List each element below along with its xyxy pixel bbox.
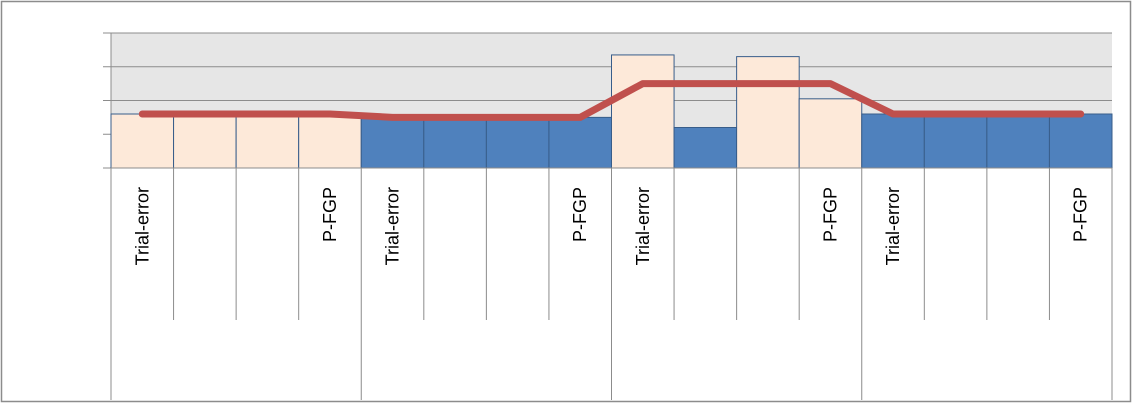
bar: [548, 116, 612, 169]
plot-layer: Trial-error P-FGP Trial-error P-FGP Trial-er…: [103, 32, 1113, 400]
x-tick-label: P-FGP: [570, 187, 590, 242]
x-tick-label: Trial-error: [132, 187, 152, 265]
x-tick-label: Trial-error: [383, 187, 403, 265]
bar: [798, 98, 863, 169]
x-tick-label: P-FGP: [820, 187, 840, 242]
bar: [235, 113, 300, 169]
bar: [736, 56, 800, 169]
bar: [360, 116, 425, 169]
bar: [673, 127, 738, 169]
bar: [986, 113, 1050, 169]
bar: [923, 113, 988, 169]
bar: [173, 113, 237, 169]
bar: [611, 54, 675, 169]
x-tick-label: Trial-error: [633, 187, 653, 265]
bar: [1048, 113, 1113, 169]
bar: [110, 113, 175, 169]
series-line: [138, 80, 1085, 121]
x-tick-label: Trial-error: [883, 187, 903, 265]
x-tick-label: P-FGP: [1071, 187, 1091, 242]
bar: [485, 116, 550, 169]
bar: [423, 116, 487, 169]
x-tick-label: P-FGP: [320, 187, 340, 242]
bar: [298, 113, 362, 169]
bar: [861, 113, 925, 169]
